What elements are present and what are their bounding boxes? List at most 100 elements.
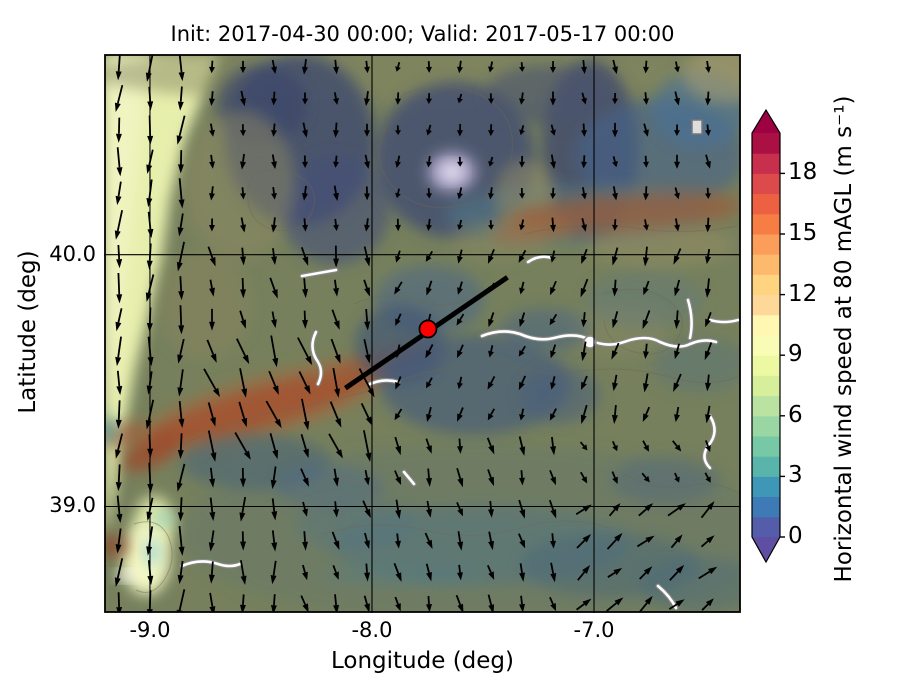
- wind-arrow: [239, 310, 247, 329]
- wind-arrow: [550, 533, 556, 549]
- river-feature: [402, 470, 416, 486]
- wind-arrow: [705, 60, 711, 74]
- colorbar-under-arrow: [752, 537, 780, 562]
- wind-arrow: [674, 124, 680, 136]
- wind-arrow: [550, 436, 557, 456]
- x-tick-label: -8.0: [351, 618, 393, 642]
- wind-arrow: [488, 500, 494, 518]
- wind-arrow: [457, 60, 463, 74]
- wind-arrow: [146, 307, 153, 333]
- wind-arrow: [331, 531, 340, 551]
- wind-arrow: [178, 178, 185, 209]
- wind-arrow: [581, 123, 587, 137]
- wind-arrow: [575, 504, 592, 516]
- wind-arrow: [673, 248, 682, 265]
- wind-arrow: [114, 558, 124, 587]
- wind-arrow: [425, 250, 433, 262]
- wind-arrow: [673, 373, 682, 392]
- wind-arrow: [177, 433, 184, 460]
- wind-arrow: [705, 312, 712, 328]
- wind-arrow: [239, 496, 247, 522]
- red-ridge-core: [148, 369, 376, 445]
- wind-arrow: [240, 90, 246, 107]
- colorbar-bin: [752, 415, 780, 437]
- wind-arrow: [426, 595, 432, 612]
- wind-arrow: [426, 155, 432, 168]
- colorbar-bin: [752, 294, 780, 316]
- colorbar-label: Horizontal wind speed at 80 mAGL (m s⁻¹): [831, 95, 857, 583]
- wind-arrow: [426, 61, 432, 73]
- wind-arrow: [333, 501, 339, 518]
- wind-arrow: [203, 368, 220, 398]
- wind-arrow: [639, 566, 653, 580]
- wind-arrow: [549, 469, 556, 486]
- wind-arrow: [704, 472, 711, 483]
- wind-arrow: [364, 218, 370, 232]
- wind-arrow: [643, 60, 649, 74]
- wind-arrow: [519, 187, 525, 199]
- wind-arrow: [178, 401, 185, 429]
- colorbar-bin: [752, 355, 780, 376]
- colorbar-tick-label: 15: [788, 220, 818, 246]
- wind-arrow: [705, 187, 711, 200]
- wind-arrow: [328, 433, 343, 459]
- wind-arrow: [519, 281, 525, 295]
- wind-arrow: [457, 564, 463, 581]
- colorbar-bin: [752, 335, 780, 356]
- wind-arrow: [488, 187, 494, 200]
- wind-arrow: [177, 86, 184, 111]
- wind-arrow: [363, 279, 370, 297]
- wind-arrow: [300, 595, 309, 612]
- wind-arrow: [115, 336, 122, 367]
- wind-arrow: [209, 467, 216, 488]
- wind-arrow: [269, 432, 279, 460]
- wind-arrow: [550, 376, 556, 390]
- wind-arrow: [674, 218, 680, 232]
- wind-arrow: [270, 560, 277, 585]
- x-tick-label: -7.0: [573, 618, 615, 642]
- wind-arrow: [425, 563, 432, 582]
- dark-lowwind-nw2: [280, 155, 390, 265]
- colorbar-bin: [752, 496, 780, 518]
- colorbar-bin: [752, 476, 780, 498]
- wind-arrow: [705, 217, 711, 233]
- wind-arrow: [302, 122, 308, 138]
- colorbar-bin: [752, 516, 780, 538]
- wind-arrow: [581, 187, 587, 200]
- wind-arrow: [395, 250, 401, 263]
- wind-arrow: [395, 499, 402, 520]
- wind-arrow: [271, 498, 278, 521]
- wind-arrow: [698, 566, 718, 580]
- wind-arrow: [240, 153, 246, 170]
- wind-arrow: [238, 401, 248, 428]
- wind-arrow: [519, 408, 525, 421]
- terrain-contour: [247, 169, 315, 232]
- wind-arrow: [638, 595, 653, 612]
- wind-arrow: [271, 217, 277, 233]
- wind-arrow: [146, 179, 153, 208]
- wind-arrow: [234, 432, 251, 460]
- colorbar-bin: [752, 436, 780, 457]
- wind-arrow: [177, 497, 184, 522]
- wind-arrow: [580, 375, 588, 390]
- river-feature: [708, 318, 740, 324]
- river-feature: [480, 330, 718, 348]
- wind-arrow: [612, 92, 618, 105]
- wind-arrow: [265, 400, 282, 429]
- wind-arrow: [518, 249, 527, 263]
- wind-arrow: [209, 218, 215, 232]
- wind-arrow: [268, 370, 279, 395]
- wind-arrow: [332, 565, 339, 580]
- blue-se-patch: [610, 456, 720, 504]
- wind-arrow: [115, 117, 122, 143]
- colorbar-tick-label: 3: [788, 462, 803, 489]
- wind-arrow: [364, 60, 370, 74]
- wind-arrow: [668, 599, 685, 610]
- wind-arrow: [360, 403, 373, 426]
- wind-arrow: [209, 592, 216, 612]
- wind-arrow: [456, 502, 463, 517]
- colorbar-bin: [752, 213, 780, 235]
- wind-arrow: [395, 376, 402, 390]
- colorbar-bin: [752, 234, 780, 255]
- river-feature: [311, 330, 323, 386]
